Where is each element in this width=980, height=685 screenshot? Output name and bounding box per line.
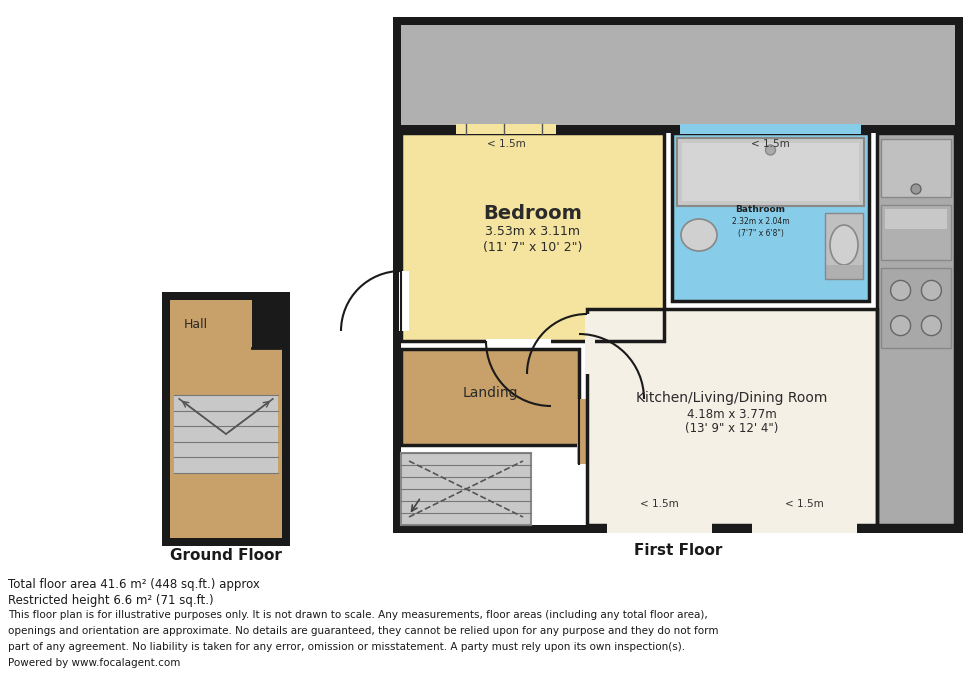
Bar xyxy=(825,265,863,279)
Ellipse shape xyxy=(830,225,858,265)
Bar xyxy=(252,300,290,348)
Text: This floor plan is for illustrative purposes only. It is not drawn to scale. Any: This floor plan is for illustrative purp… xyxy=(8,610,708,620)
Ellipse shape xyxy=(681,219,717,251)
Text: (11' 7" x 10' 2"): (11' 7" x 10' 2") xyxy=(483,241,582,254)
Text: 4.18m x 3.77m: 4.18m x 3.77m xyxy=(687,408,777,421)
Bar xyxy=(393,17,963,533)
Text: Kitchen/Living/Dining Room: Kitchen/Living/Dining Room xyxy=(636,391,828,405)
Bar xyxy=(401,25,955,525)
Text: openings and orientation are approximate. No details are guaranteed, they cannot: openings and orientation are approximate… xyxy=(8,626,718,636)
Text: < 1.5m: < 1.5m xyxy=(487,139,525,149)
Bar xyxy=(170,300,282,538)
Circle shape xyxy=(891,280,910,301)
Bar xyxy=(401,133,664,341)
Bar xyxy=(577,399,587,464)
Circle shape xyxy=(891,316,910,336)
Bar xyxy=(587,309,877,525)
Bar xyxy=(456,124,556,134)
Circle shape xyxy=(921,280,942,301)
Bar xyxy=(401,349,579,445)
Bar xyxy=(399,271,409,331)
Text: First Floor: First Floor xyxy=(634,543,722,558)
Circle shape xyxy=(911,184,921,194)
Bar xyxy=(401,133,664,341)
Text: Bedroom: Bedroom xyxy=(483,204,582,223)
Circle shape xyxy=(765,145,775,155)
Bar xyxy=(881,205,951,260)
Text: Hall: Hall xyxy=(184,318,208,331)
Bar xyxy=(174,395,278,473)
Circle shape xyxy=(921,316,942,336)
Bar xyxy=(162,292,290,546)
Text: Total floor area 41.6 m² (448 sq.ft.) approx: Total floor area 41.6 m² (448 sq.ft.) ap… xyxy=(8,578,260,591)
Bar xyxy=(401,453,531,525)
Bar xyxy=(486,339,551,349)
Text: Ground Floor: Ground Floor xyxy=(171,548,282,563)
Bar xyxy=(881,205,951,260)
Bar xyxy=(401,125,955,133)
Text: part of any agreement. No liability is taken for any error, omission or misstate: part of any agreement. No liability is t… xyxy=(8,642,685,652)
Bar xyxy=(401,453,531,525)
Text: Restricted height 6.6 m² (71 sq.ft.): Restricted height 6.6 m² (71 sq.ft.) xyxy=(8,594,214,607)
Bar xyxy=(881,139,951,197)
Bar xyxy=(677,138,864,206)
Text: 3.53m x 3.11m: 3.53m x 3.11m xyxy=(485,225,580,238)
Bar xyxy=(881,268,951,348)
Bar xyxy=(680,124,861,134)
Text: < 1.5m: < 1.5m xyxy=(785,499,824,509)
Bar xyxy=(672,133,869,301)
Bar xyxy=(825,213,863,279)
Bar xyxy=(825,213,863,271)
Bar xyxy=(881,268,951,348)
Bar xyxy=(587,309,877,525)
Text: (7'7" x 6'8"): (7'7" x 6'8") xyxy=(738,229,783,238)
Text: 2.32m x 2.04m: 2.32m x 2.04m xyxy=(732,217,789,226)
Bar xyxy=(672,133,869,301)
Bar xyxy=(677,138,864,206)
Bar xyxy=(881,139,951,197)
Text: < 1.5m: < 1.5m xyxy=(751,139,790,149)
Text: Bathroom: Bathroom xyxy=(736,205,786,214)
Bar xyxy=(585,314,595,374)
Bar xyxy=(682,143,859,201)
Bar xyxy=(752,523,857,533)
Text: Landing: Landing xyxy=(463,386,517,400)
Text: (13' 9" x 12' 4"): (13' 9" x 12' 4") xyxy=(685,422,779,435)
Bar xyxy=(401,349,579,445)
Bar xyxy=(607,523,712,533)
Bar xyxy=(877,133,955,525)
Text: < 1.5m: < 1.5m xyxy=(640,499,679,509)
Text: Powered by www.focalagent.com: Powered by www.focalagent.com xyxy=(8,658,180,668)
Bar xyxy=(401,25,955,125)
Bar xyxy=(877,133,955,525)
Bar xyxy=(885,209,947,229)
